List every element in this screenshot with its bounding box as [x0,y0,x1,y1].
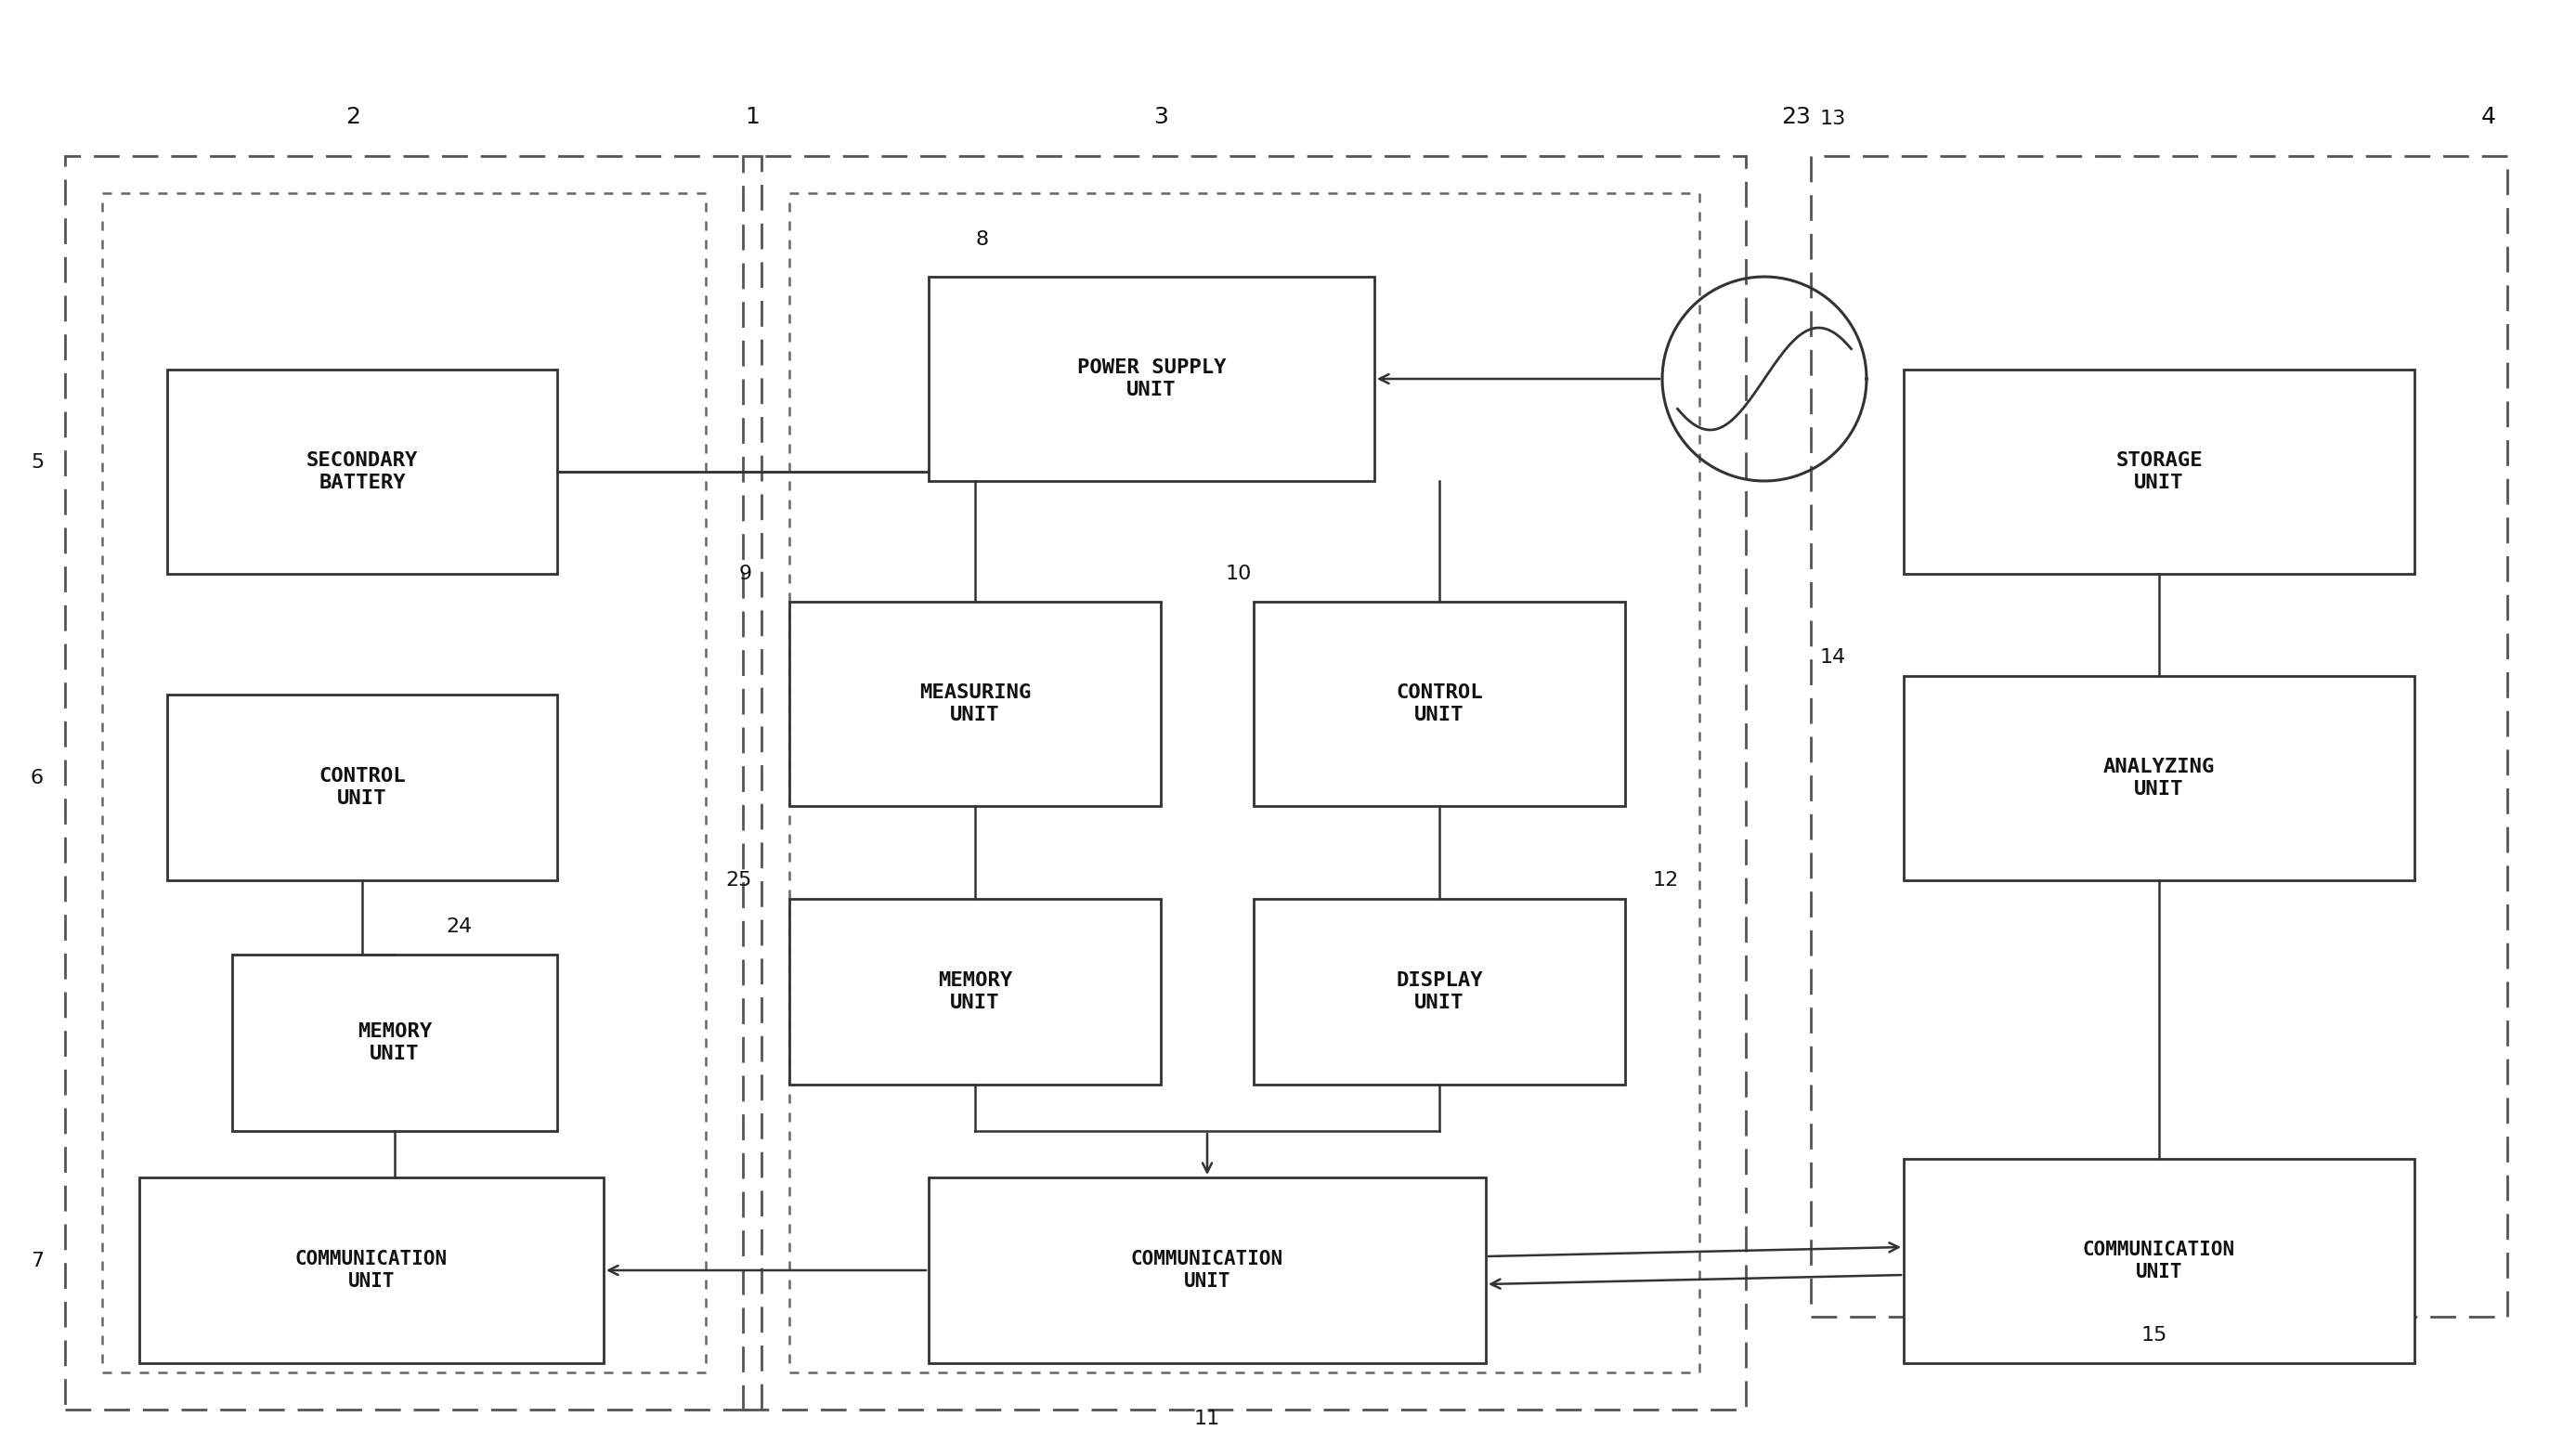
Text: STORAGE
UNIT: STORAGE UNIT [2116,451,2203,492]
Text: 2: 2 [344,106,360,128]
Bar [1810,156,2507,1316]
Text: COMMUNICATION
UNIT: COMMUNICATION UNIT [1132,1251,1283,1290]
Bar [928,1178,1487,1363]
Text: COMMUNICATION
UNIT: COMMUNICATION UNIT [296,1251,449,1290]
Text: COMMUNICATION
UNIT: COMMUNICATION UNIT [2083,1241,2236,1281]
Text: 11: 11 [1193,1409,1221,1428]
Bar [790,194,1698,1373]
Text: 6: 6 [31,769,43,788]
Text: 14: 14 [1821,648,1846,667]
Text: 7: 7 [31,1252,43,1270]
Bar [1255,601,1624,807]
Text: 1: 1 [745,106,760,128]
Text: POWER SUPPLY
UNIT: POWER SUPPLY UNIT [1076,358,1227,399]
Bar [102,194,706,1373]
Text: SECONDARY
BATTERY: SECONDARY BATTERY [306,451,418,492]
Bar [1905,1159,2415,1363]
Bar [790,898,1160,1085]
Text: 3: 3 [1153,106,1168,128]
Text: 9: 9 [739,565,752,584]
Bar [790,601,1160,807]
Text: 24: 24 [446,917,472,936]
Text: CONTROL
UNIT: CONTROL UNIT [319,767,405,808]
Text: 4: 4 [2481,106,2496,128]
Text: DISPLAY
UNIT: DISPLAY UNIT [1395,971,1484,1012]
Text: 13: 13 [1821,109,1846,128]
Bar [232,955,556,1131]
Text: 23: 23 [1782,106,1810,128]
Text: MEMORY
UNIT: MEMORY UNIT [357,1022,431,1063]
Bar [1255,898,1624,1085]
Text: 8: 8 [974,230,989,249]
Text: 10: 10 [1227,565,1252,584]
Bar [1905,370,2415,574]
Bar [140,1178,604,1363]
Text: MEMORY
UNIT: MEMORY UNIT [938,971,1012,1012]
Bar [168,695,556,881]
Text: 15: 15 [2142,1326,2168,1344]
Bar [928,277,1374,480]
Bar [1905,676,2415,881]
Text: 5: 5 [31,453,43,472]
Text: CONTROL
UNIT: CONTROL UNIT [1395,684,1484,724]
Text: MEASURING
UNIT: MEASURING UNIT [918,684,1030,724]
Bar [742,156,1747,1409]
Text: 12: 12 [1652,871,1680,890]
Text: ANALYZING
UNIT: ANALYZING UNIT [2104,759,2216,798]
Text: 25: 25 [727,871,752,890]
Bar [168,370,556,574]
Bar [64,156,762,1409]
